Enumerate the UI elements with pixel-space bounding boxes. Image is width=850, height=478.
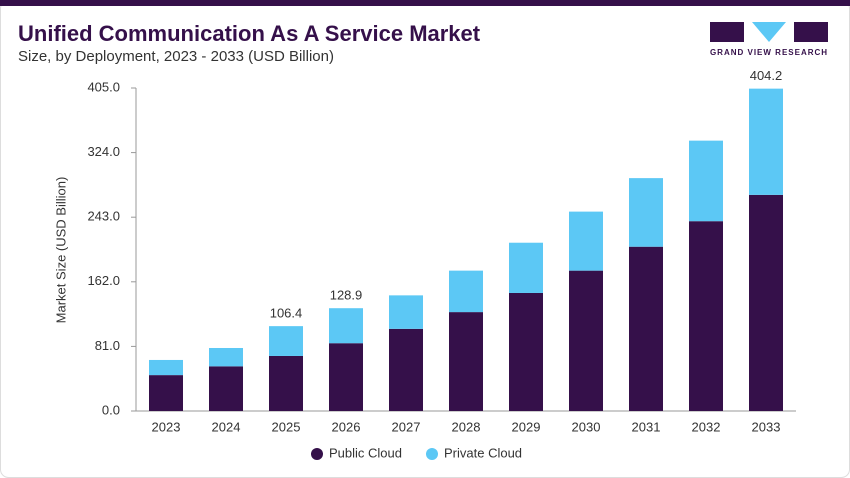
bar-segment: [209, 366, 243, 411]
legend-label: Public Cloud: [329, 445, 402, 460]
total-label: 106.4: [270, 306, 303, 321]
legend-label: Private Cloud: [444, 445, 522, 460]
bar-segment: [269, 355, 303, 411]
bar-segment: [749, 88, 783, 195]
brand: GRAND VIEW RESEARCH: [710, 48, 828, 57]
bar-segment: [449, 312, 483, 411]
bar-segment: [269, 326, 303, 356]
y-tick-label: 81.0: [95, 338, 120, 353]
bar-segment: [449, 270, 483, 313]
bar-segment: [509, 292, 543, 411]
x-tick-label: 2026: [332, 419, 361, 434]
x-tick-label: 2030: [572, 419, 601, 434]
x-tick-label: 2027: [392, 419, 421, 434]
bar-segment: [569, 270, 603, 411]
chart-title: Unified Communication As A Service Marke…: [18, 21, 481, 46]
x-tick-label: 2031: [632, 419, 661, 434]
bar-segment: [389, 295, 423, 329]
bar-segment: [149, 375, 183, 411]
x-tick-label: 2023: [152, 419, 181, 434]
total-label: 128.9: [330, 288, 363, 303]
logo: GRAND VIEW RESEARCH: [710, 22, 828, 57]
x-tick-label: 2024: [212, 419, 241, 434]
x-tick-label: 2032: [692, 419, 721, 434]
x-tick-label: 2033: [752, 419, 781, 434]
bar-segment: [149, 359, 183, 376]
x-tick-label: 2028: [452, 419, 481, 434]
y-tick-label: 324.0: [87, 144, 120, 159]
logo-block: [752, 22, 786, 42]
y-tick-label: 243.0: [87, 209, 120, 224]
bar-segment: [629, 178, 663, 247]
y-tick-label: 405.0: [87, 79, 120, 94]
y-axis-label: Market Size (USD Billion): [53, 177, 68, 324]
x-tick-label: 2029: [512, 419, 541, 434]
bar-segment: [749, 194, 783, 411]
y-tick-label: 162.0: [87, 273, 120, 288]
legend-marker: [311, 448, 323, 460]
logo-block: [710, 22, 744, 42]
bar-segment: [629, 246, 663, 411]
bar-segment: [209, 347, 243, 367]
total-label: 404.2: [750, 68, 783, 83]
chart-subtitle: Size, by Deployment, 2023 - 2033 (USD Bi…: [18, 48, 334, 65]
bar-segment: [689, 140, 723, 222]
bar-segment: [509, 242, 543, 293]
bar-segment: [329, 343, 363, 411]
bar-segment: [689, 221, 723, 411]
bar-segment: [329, 308, 363, 344]
y-tick-label: 0.0: [102, 402, 120, 417]
logo-block: [794, 22, 828, 42]
legend-marker: [426, 448, 438, 460]
bar-segment: [569, 211, 603, 271]
x-tick-label: 2025: [272, 419, 301, 434]
top-strip: [0, 0, 850, 6]
bar-segment: [389, 328, 423, 411]
